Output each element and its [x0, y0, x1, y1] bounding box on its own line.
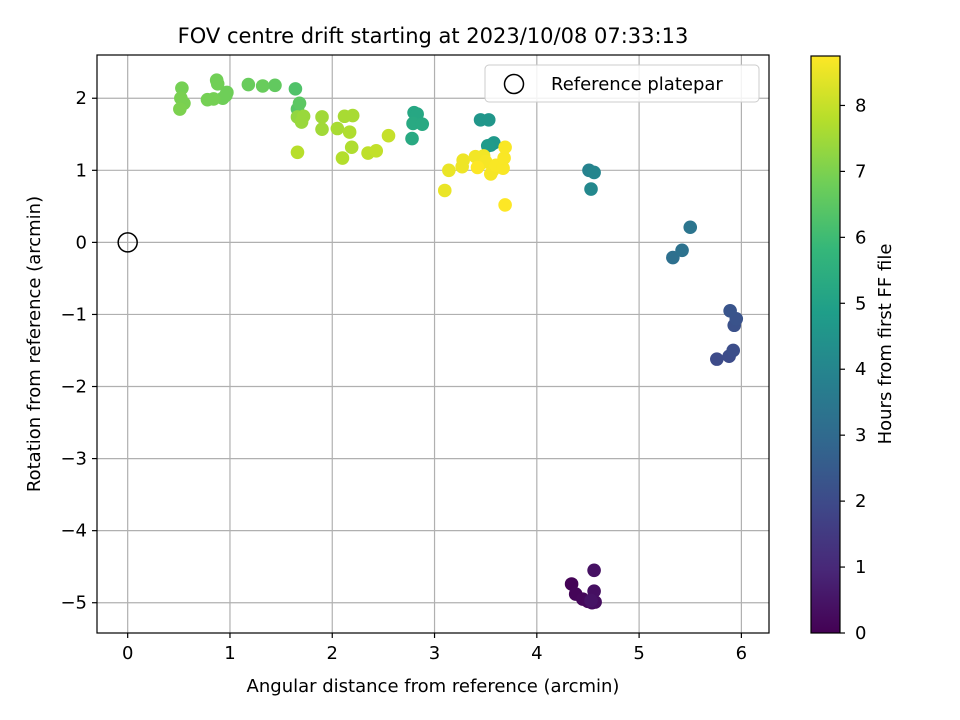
data-point	[683, 220, 698, 235]
y-tick-label: −3	[60, 449, 87, 470]
data-point	[723, 304, 737, 318]
plot-frame	[96, 54, 770, 634]
colorbar-ticks: 0 1 2 3 4 5 6 7 8	[840, 95, 866, 644]
y-tick-label: 1	[76, 160, 87, 181]
x-tick-label: 3	[429, 643, 440, 664]
x-tick-label: 0	[122, 643, 133, 664]
x-tick-label: 5	[633, 643, 644, 664]
x-axis-ticks: 0 1 2 3 4 5 6	[122, 633, 747, 664]
y-tick-label: −4	[60, 521, 87, 542]
data-point	[481, 113, 496, 127]
y-tick-label: 0	[76, 232, 87, 253]
colorbar-tick-label: 2	[855, 491, 866, 512]
data-point	[241, 77, 256, 92]
data-point	[175, 81, 189, 95]
data-point	[290, 145, 305, 160]
x-tick-label: 1	[224, 643, 235, 664]
data-point	[470, 160, 485, 175]
data-point	[288, 82, 303, 96]
data-point	[584, 182, 598, 196]
data-point	[437, 183, 452, 198]
data-point	[415, 117, 430, 131]
data-point	[335, 151, 350, 165]
data-point	[675, 243, 689, 258]
data-point	[174, 91, 188, 106]
data-point	[381, 128, 396, 143]
data-point	[726, 343, 741, 358]
data-point	[369, 144, 384, 158]
chart-title: FOV centre drift starting at 2023/10/08 …	[178, 24, 689, 48]
data-point	[315, 122, 329, 137]
colorbar: 0 1 2 3 4 5 6 7 8 Hours from first FF file	[810, 55, 896, 644]
x-tick-label: 6	[736, 643, 747, 664]
data-point	[498, 140, 512, 155]
data-point	[345, 108, 360, 123]
y-axis-ticks: −5 −4 −3 −2 −1 0 1 2	[60, 88, 97, 614]
data-point	[268, 78, 282, 93]
x-tick-label: 2	[327, 643, 338, 664]
legend-marker-open-circle	[503, 73, 525, 95]
legend: Reference platepar	[484, 64, 760, 103]
y-tick-label: −1	[60, 304, 87, 325]
colorbar-label: Hours from first FF file	[875, 244, 896, 445]
colorbar-tick-label: 3	[855, 425, 866, 446]
data-point	[292, 96, 307, 111]
data-point	[587, 165, 601, 180]
colorbar-tick-label: 5	[855, 293, 866, 314]
data-point	[200, 92, 215, 107]
data-point	[294, 115, 309, 129]
grid	[97, 55, 769, 633]
colorbar-gradient	[810, 55, 841, 634]
colorbar-tick-label: 1	[855, 557, 866, 578]
colorbar-tick-label: 8	[855, 95, 866, 116]
data-point	[497, 151, 511, 165]
colorbar-tick-label: 7	[855, 161, 866, 182]
reference-platepar-marker	[117, 232, 138, 253]
legend-label-reference-platepar: Reference platepar	[551, 74, 723, 95]
data-point	[255, 79, 270, 93]
data-point	[330, 121, 345, 136]
y-axis-label: Rotation from reference (arcmin)	[24, 196, 45, 492]
data-points	[173, 73, 744, 610]
y-tick-label: −2	[60, 377, 87, 398]
data-point	[498, 198, 512, 212]
plot-area: 0 1 2 3 4 5 6 −5 −4 −3 −2 −1 0 1 2	[60, 54, 770, 664]
data-point	[315, 110, 329, 124]
data-point	[666, 250, 680, 265]
data-point	[584, 593, 598, 608]
data-point	[442, 163, 456, 178]
data-point	[496, 161, 510, 175]
data-point	[342, 125, 357, 139]
legend-box	[484, 64, 760, 103]
data-point	[710, 352, 724, 366]
colorbar-tick-label: 4	[855, 359, 866, 380]
x-tick-label: 4	[531, 643, 542, 664]
data-point	[587, 563, 601, 578]
data-point	[210, 77, 225, 91]
x-axis-label: Angular distance from reference (arcmin)	[247, 676, 620, 697]
plot-background	[97, 55, 769, 633]
data-point	[173, 102, 187, 116]
colorbar-tick-label: 6	[855, 227, 866, 248]
data-point	[456, 153, 470, 168]
y-tick-label: −5	[60, 593, 87, 614]
data-point	[344, 140, 359, 155]
data-point	[405, 131, 419, 146]
y-tick-label: 2	[76, 88, 87, 109]
colorbar-tick-label: 0	[855, 623, 866, 644]
